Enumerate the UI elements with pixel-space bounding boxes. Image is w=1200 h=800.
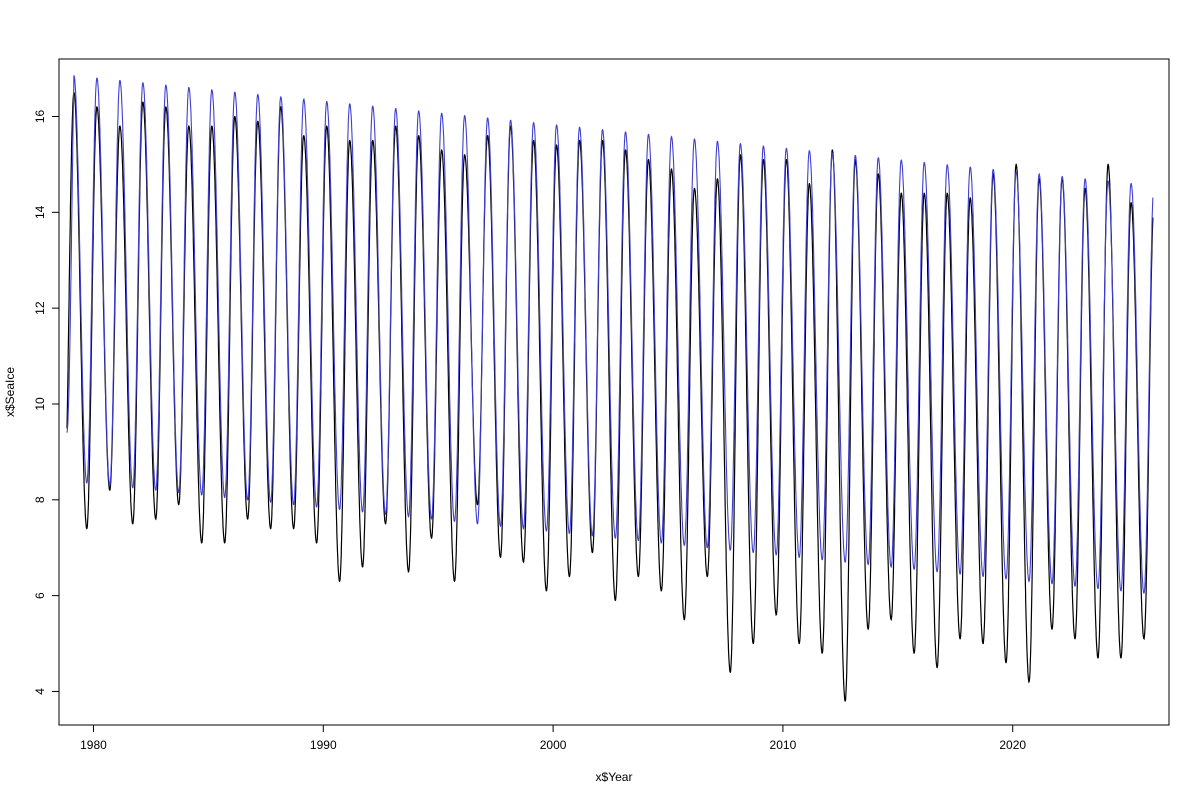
y-tick-label: 16 [33,110,47,124]
plot-frame [58,58,1170,726]
x-tick-label: 2020 [999,738,1026,752]
y-axis: 4 6 8 10 12 14 16 [33,110,60,695]
x-axis-title: x$Year [596,770,633,784]
x-tick-label: 1980 [80,738,107,752]
series-line-fitted [66,75,1154,594]
x-axis: 1980 1990 2000 2010 2020 [80,724,1026,752]
y-tick-label: 4 [33,688,47,695]
y-tick-label: 12 [33,301,47,315]
y-tick-label: 6 [33,592,47,599]
y-tick-label: 8 [33,496,47,503]
y-tick-label: 14 [33,205,47,219]
x-tick-label: 1990 [310,738,337,752]
y-axis-title: x$SeaIce [3,367,17,417]
x-tick-label: 2010 [770,738,797,752]
series-line-observed [66,91,1154,702]
series-layer [66,75,1154,702]
y-tick-label: 10 [33,397,47,411]
x-tick-label: 2000 [540,738,567,752]
